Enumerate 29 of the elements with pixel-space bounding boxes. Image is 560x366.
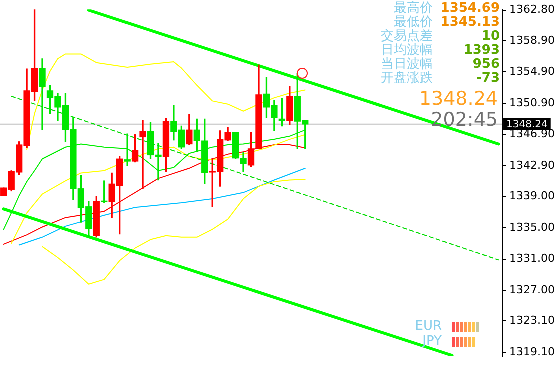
- annotation: -73: [476, 71, 500, 86]
- candlestick: [124, 134, 131, 166]
- annotation: 1354.69: [440, 1, 500, 16]
- annotation: 202:45: [431, 109, 498, 131]
- annotation: 开盘涨跌: [380, 71, 433, 86]
- annotation: JPY: [422, 334, 442, 349]
- y-tick-label: 1339.00: [510, 190, 556, 203]
- annotation: 1348.24: [419, 88, 498, 110]
- y-tick-label: 1350.90: [510, 96, 556, 110]
- y-tick-label: 1319.10: [510, 345, 556, 358]
- y-tick-label: 1354.90: [510, 65, 556, 78]
- annotation: 最高价: [392, 1, 433, 16]
- y-tick-label: 1358.90: [510, 34, 556, 47]
- annotation: 10: [480, 29, 500, 44]
- annotation: 最低价: [394, 15, 433, 30]
- y-tick-label: 1331.00: [510, 252, 556, 266]
- annotation: 956: [472, 57, 500, 72]
- y-tick-label: 1362.80: [510, 3, 556, 16]
- annotation: 当日波幅: [380, 57, 433, 72]
- annotation: 日均波幅: [380, 43, 433, 58]
- y-tick-label: 1335.00: [510, 220, 556, 234]
- y-tick-label: 1342.90: [510, 159, 556, 172]
- y-tick-label: 1327.00: [510, 284, 556, 296]
- annotation: 1393: [462, 43, 500, 58]
- annotation: EUR: [415, 319, 442, 334]
- annotation: 交易点差: [380, 29, 433, 44]
- y-tick-label: 1323.10: [510, 314, 556, 328]
- annotation: 1345.13: [440, 15, 500, 30]
- ref-line-label: 1348.24: [506, 119, 548, 130]
